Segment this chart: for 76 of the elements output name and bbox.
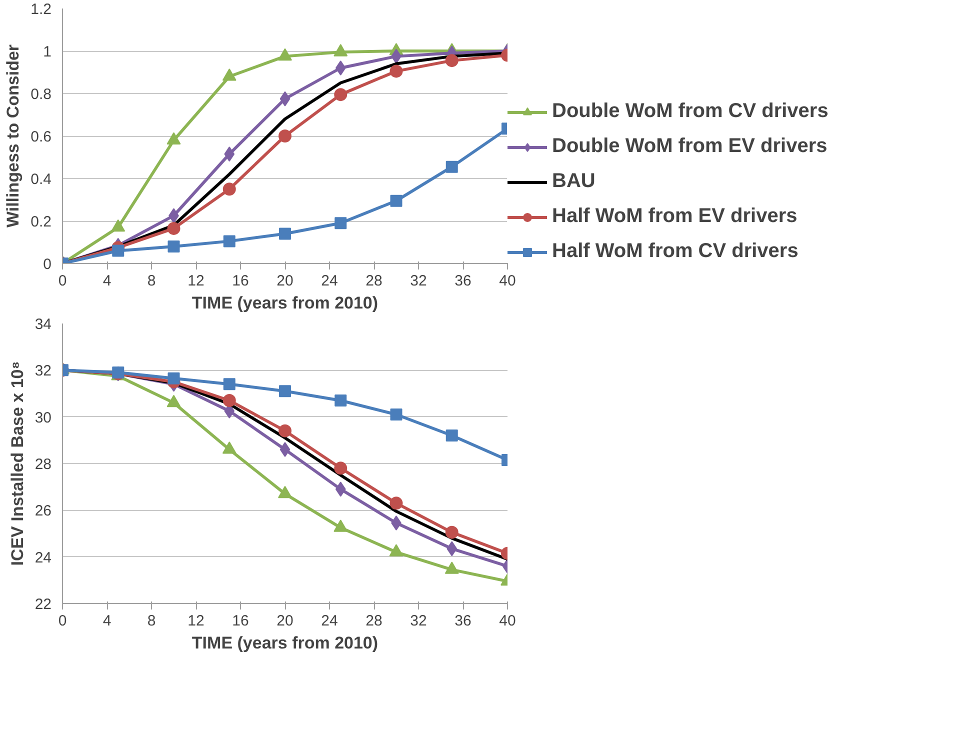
legend-label: Double WoM from EV drivers	[552, 135, 828, 158]
y-tick-label: 0.2	[30, 214, 52, 230]
point	[445, 54, 458, 68]
point	[112, 244, 124, 257]
point	[279, 228, 291, 240]
x-tick-label: 24	[321, 612, 338, 630]
x-tick-label: 28	[366, 272, 382, 290]
y-axis-title: ICEV Installed Base x 10⁸	[8, 361, 27, 566]
point	[278, 130, 292, 142]
point	[390, 194, 402, 207]
x-tick-label: 4	[102, 272, 112, 290]
x-tick-label: 32	[410, 272, 427, 290]
y-tick-label: 0.8	[30, 86, 52, 103]
y-tick-label: 24	[34, 549, 52, 566]
x-tick-label: 40	[499, 272, 516, 290]
x-tick-label: 40	[499, 612, 516, 630]
point	[168, 240, 180, 252]
y-tick-label: 22	[34, 596, 52, 613]
y-tick-label: 0.6	[30, 128, 52, 146]
y-tick-label: 34	[34, 316, 52, 333]
point	[390, 408, 402, 420]
x-tick-label: 16	[232, 612, 249, 630]
x-tick-label: 20	[276, 612, 294, 630]
y-tick-label: 1.2	[30, 1, 52, 18]
x-tick-label: 4	[102, 612, 112, 630]
y-axis-title: Willingess to Consider	[4, 44, 23, 228]
point	[445, 526, 458, 539]
point	[222, 182, 236, 196]
point	[446, 430, 458, 442]
point	[223, 378, 236, 390]
point	[279, 385, 291, 398]
x-tick-label: 16	[232, 272, 249, 290]
x-tick-label: 24	[321, 272, 338, 290]
x-axis-title: TIME (years from 2010)	[192, 634, 378, 652]
legend-label: Half WoM from EV drivers	[552, 205, 798, 228]
point	[446, 160, 458, 173]
x-axis-title: TIME (years from 2010)	[192, 294, 378, 312]
y-tick-label: 28	[34, 456, 52, 473]
point	[278, 424, 292, 438]
x-tick-label: 36	[454, 272, 472, 290]
y-tick-label: 30	[34, 409, 52, 426]
point	[446, 541, 458, 556]
point	[334, 462, 348, 475]
y-tick-label: 32	[34, 362, 52, 380]
point	[334, 394, 347, 406]
legend-label: BAU	[552, 170, 596, 193]
point	[224, 146, 235, 162]
x-tick-label: 8	[147, 612, 156, 630]
point	[223, 235, 236, 248]
point	[390, 496, 403, 510]
point	[390, 64, 403, 78]
y-tick-label: 26	[34, 502, 52, 520]
point	[334, 88, 348, 102]
y-tick-label: 0	[43, 256, 52, 273]
x-tick-label: 20	[276, 272, 294, 290]
legend-label: Double WoM from CV drivers	[552, 100, 828, 123]
point	[222, 394, 236, 407]
legend-label: Half WoM from CV drivers	[552, 240, 798, 263]
x-tick-label: 0	[58, 272, 67, 290]
point	[391, 516, 402, 530]
x-tick-label: 8	[147, 272, 156, 290]
x-tick-label: 12	[188, 272, 204, 290]
point	[335, 482, 346, 497]
point	[280, 91, 290, 106]
point	[280, 442, 290, 457]
point	[167, 222, 180, 235]
point	[168, 372, 180, 384]
x-tick-label: 0	[58, 612, 67, 630]
point	[335, 60, 346, 76]
y-tick-label: 0.4	[30, 171, 52, 188]
point	[334, 217, 347, 230]
x-tick-label: 36	[454, 612, 472, 630]
x-tick-label: 12	[188, 612, 204, 630]
x-tick-label: 32	[410, 612, 427, 630]
x-tick-label: 28	[366, 612, 382, 630]
y-tick-label: 1	[43, 44, 52, 60]
